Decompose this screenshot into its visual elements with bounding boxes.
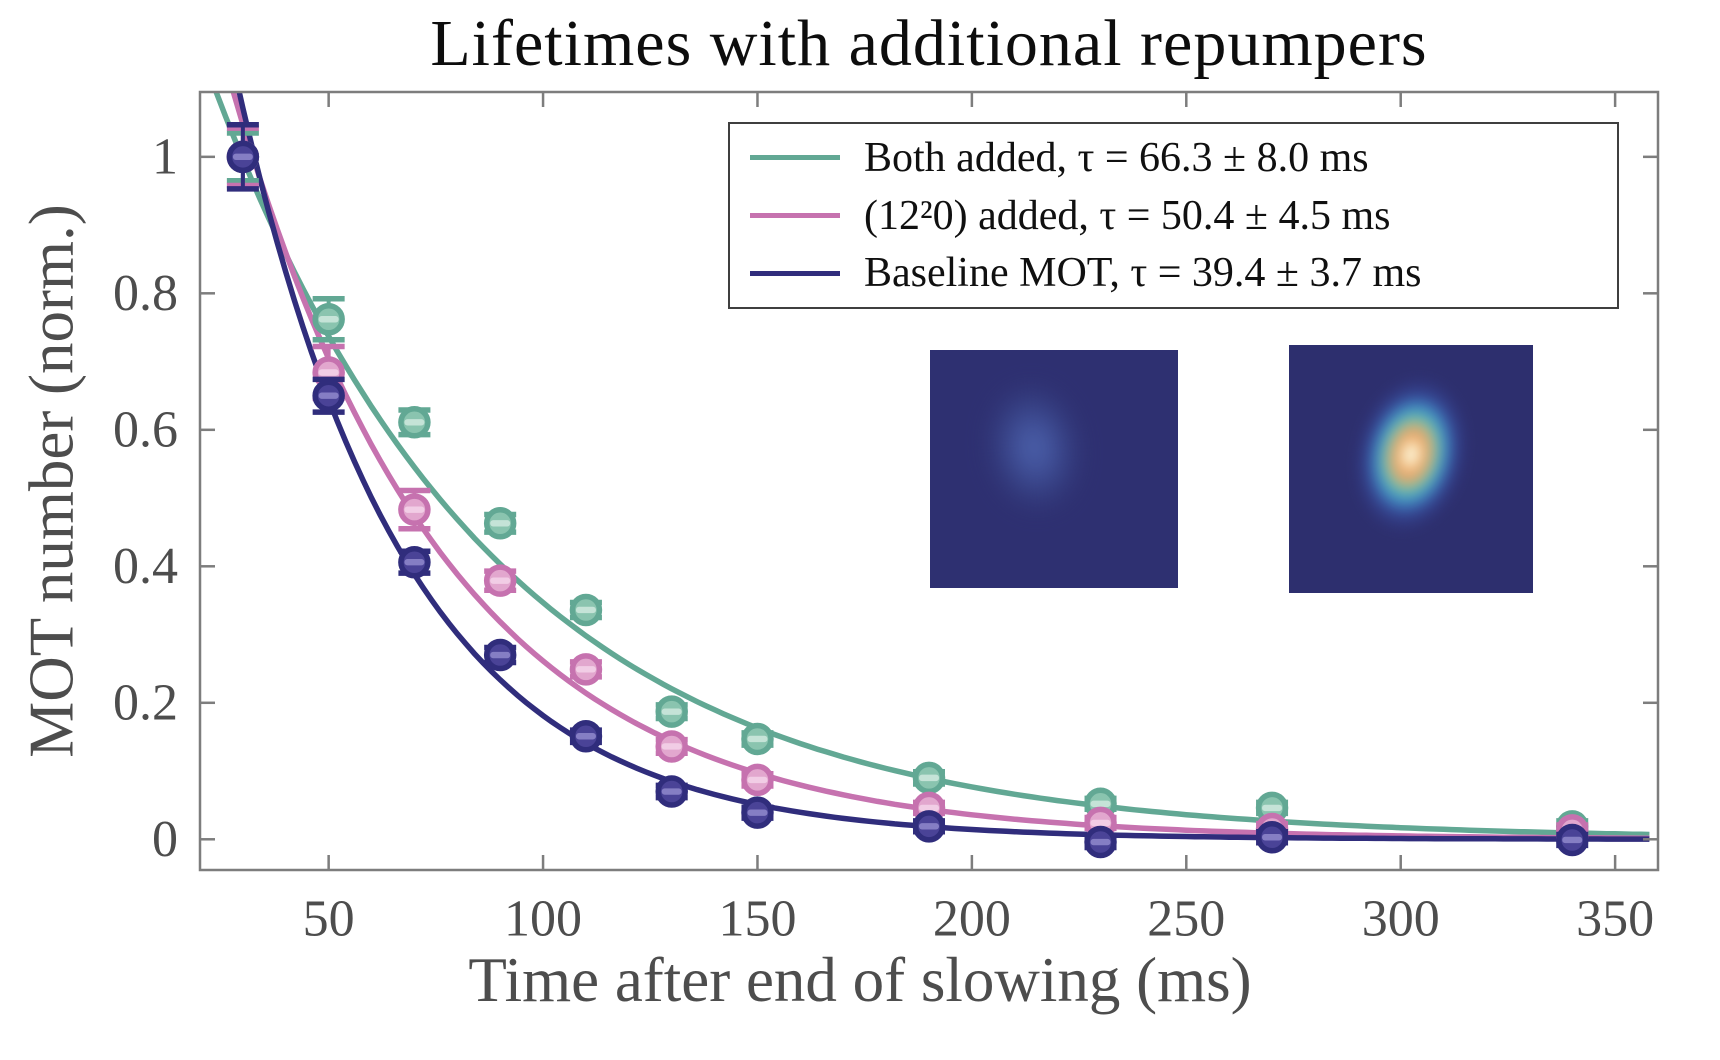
marker-highlight [404, 506, 425, 513]
y-tick-label: 0.4 [113, 538, 178, 595]
marker-highlight [575, 733, 596, 740]
marker-highlight [919, 823, 939, 830]
marker-highlight [1090, 819, 1111, 827]
x-tick-label: 50 [303, 891, 355, 948]
marker-highlight [747, 809, 768, 816]
y-tick-label: 0.6 [113, 401, 178, 458]
marker-highlight [490, 577, 511, 584]
marker-highlight [1262, 804, 1283, 812]
legend-entry-both-added: Both added, τ = 66.3 ± 8.0 ms [750, 134, 1617, 182]
marker-highlight [919, 804, 939, 812]
legend-entry-baseline-mot: Baseline MOT, τ = 39.4 ± 3.7 ms [750, 249, 1617, 297]
chart-title: Lifetimes with additional repumpers [430, 7, 1428, 80]
marker-highlight [661, 788, 682, 795]
marker-highlight [1090, 800, 1111, 808]
legend-entry-12-2-0-added: (12²0) added, τ = 50.4 ± 4.5 ms [750, 192, 1617, 240]
axes-box [198, 90, 1660, 872]
marker-highlight [1090, 838, 1111, 846]
marker-highlight [747, 776, 768, 784]
mot-fluorescence-image-bright [1289, 345, 1533, 593]
marker-highlight [318, 316, 339, 323]
marker-highlight [575, 666, 596, 673]
x-tick-label: 150 [718, 891, 796, 948]
axes: 50 100 150 200 250 300 350 0 0.2 0.4 0.6 0.8 1 [113, 90, 1660, 948]
marker-highlight [747, 735, 768, 743]
x-tick-label: 300 [1362, 891, 1440, 948]
marker-highlight [490, 651, 511, 659]
mot-fluorescence-image-dim [930, 350, 1178, 588]
marker-highlight [404, 419, 425, 426]
x-tick-label: 250 [1147, 891, 1225, 948]
x-axis-label: Time after end of slowing (ms) [468, 945, 1252, 1015]
mot-cloud-dim [978, 377, 1090, 518]
series-baseline-mot [226, 122, 1589, 859]
marker-highlight [490, 520, 511, 527]
legend: Both added, τ = 66.3 ± 8.0 ms (12²0) add… [728, 122, 1619, 309]
marker-highlight [1562, 836, 1583, 844]
y-tick-label: 0.8 [113, 265, 178, 322]
legend-line-12-2-0-added [750, 213, 840, 218]
x-tick-label: 100 [504, 891, 582, 948]
x-tick-label: 200 [933, 891, 1011, 948]
x-tick-label: 350 [1576, 891, 1654, 948]
marker-highlight [661, 743, 682, 750]
marker-highlight [232, 153, 253, 161]
legend-label: Baseline MOT, τ = 39.4 ± 3.7 ms [864, 250, 1422, 297]
y-axis-label: MOT number (norm.) [16, 204, 87, 758]
legend-line-baseline-mot [750, 270, 840, 276]
legend-label: (12²0) added, τ = 50.4 ± 4.5 ms [864, 192, 1391, 239]
y-tick-label: 0.2 [113, 674, 178, 731]
mot-cloud-bright [1338, 364, 1484, 545]
marker-highlight [404, 559, 425, 566]
legend-line-both-added [750, 155, 840, 161]
marker-highlight [318, 392, 339, 399]
marker-highlight [318, 369, 339, 376]
marker-highlight [919, 774, 939, 782]
legend-label: Both added, τ = 66.3 ± 8.0 ms [864, 134, 1369, 181]
y-tick-label: 1 [152, 128, 178, 185]
marker-highlight [661, 708, 682, 715]
marker-highlight [575, 606, 596, 614]
marker-highlight [1262, 834, 1283, 841]
y-tick-label: 0 [152, 811, 178, 868]
